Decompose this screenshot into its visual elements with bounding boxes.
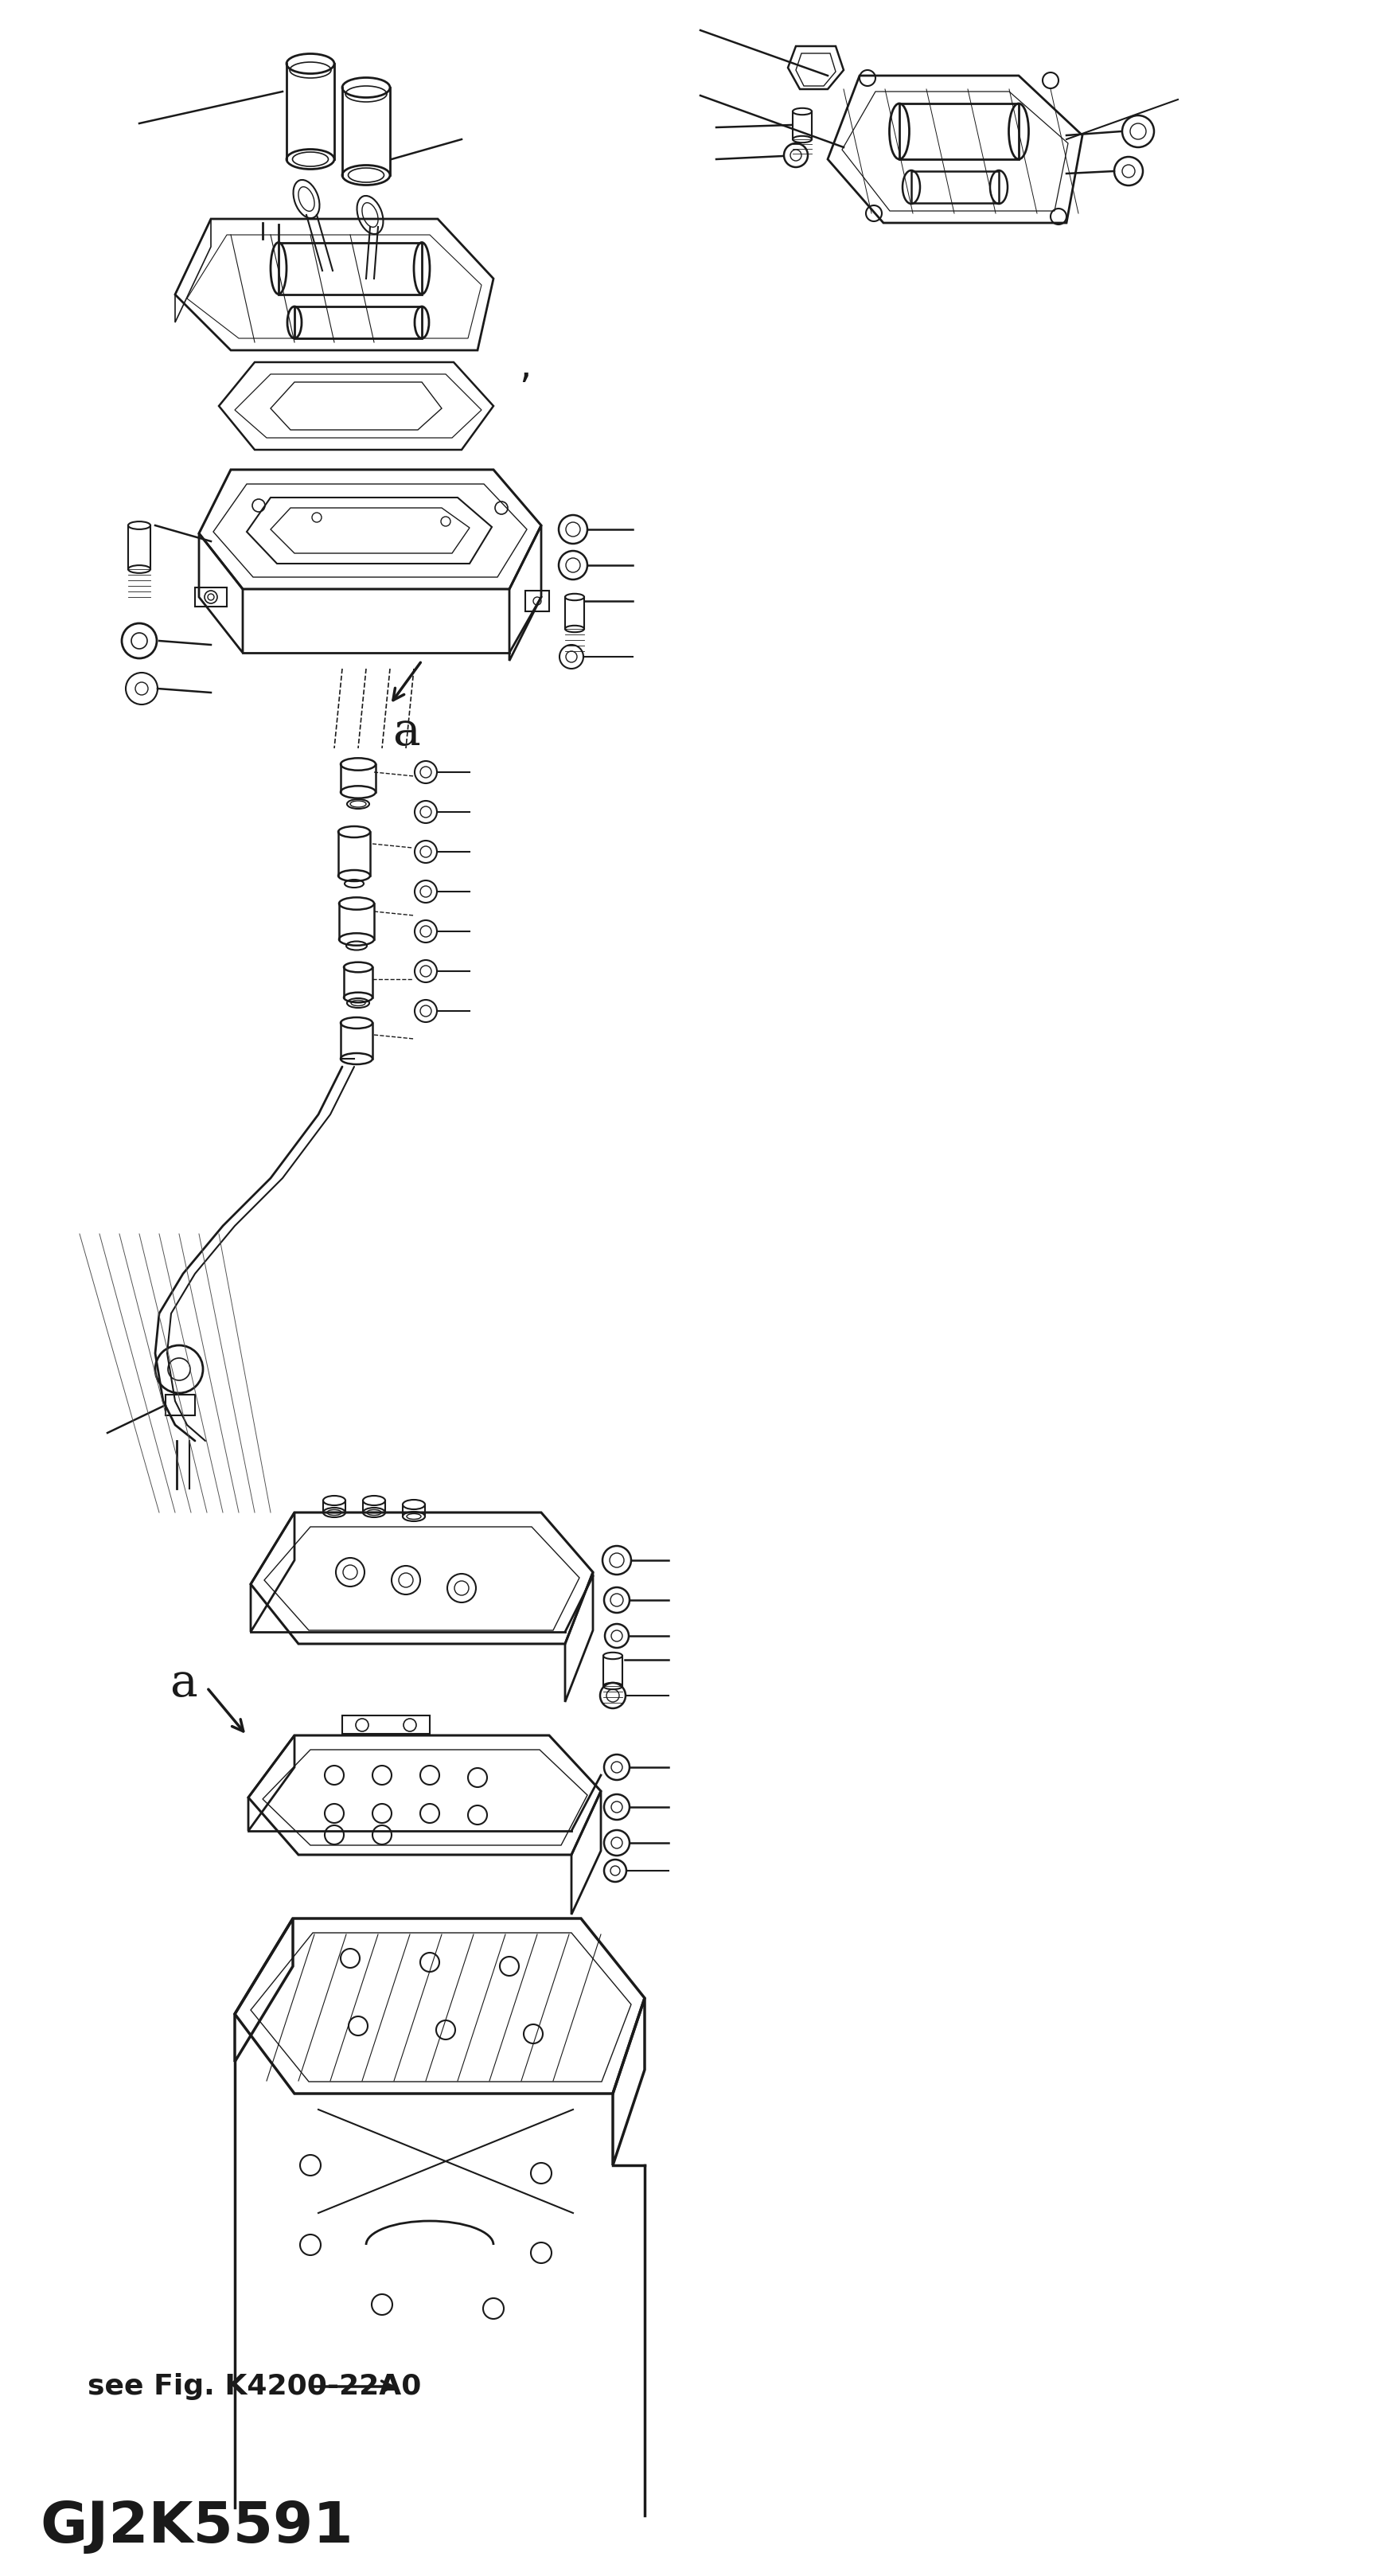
Text: ,: ,	[519, 348, 532, 386]
Text: GJ2K5591: GJ2K5591	[40, 2499, 353, 2555]
Text: see Fig. K4200-22A0: see Fig. K4200-22A0	[87, 2372, 422, 2401]
Text: a: a	[391, 711, 419, 755]
Text: a: a	[169, 1662, 197, 1705]
